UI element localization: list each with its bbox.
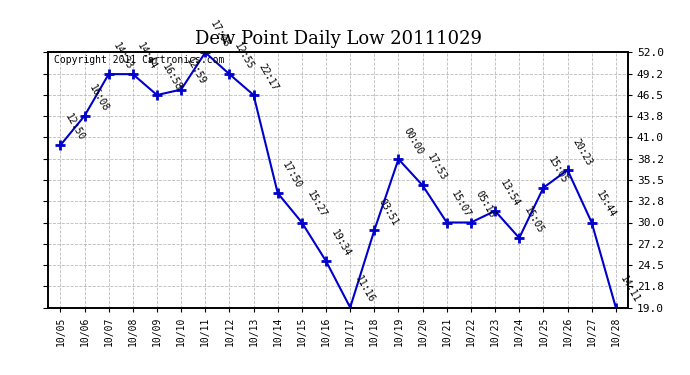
Text: 14:44: 14:44 (136, 41, 159, 71)
Text: 16:58: 16:58 (160, 62, 183, 92)
Text: 12:50: 12:50 (63, 112, 86, 142)
Text: 11:16: 11:16 (353, 274, 376, 305)
Text: 14:33: 14:33 (112, 41, 135, 71)
Text: 15:27: 15:27 (305, 189, 328, 220)
Text: 17:50: 17:50 (281, 160, 304, 190)
Text: 15:07: 15:07 (450, 189, 473, 220)
Text: 05:16: 05:16 (474, 189, 497, 220)
Text: Copyright 2011 Cartronics.com: Copyright 2011 Cartronics.com (54, 55, 224, 65)
Text: 17:08: 17:08 (208, 19, 231, 50)
Text: 19:34: 19:34 (329, 228, 352, 258)
Text: 03:51: 03:51 (377, 197, 400, 228)
Text: 12:55: 12:55 (233, 41, 255, 71)
Text: 22:17: 22:17 (257, 62, 279, 92)
Text: 16:08: 16:08 (88, 82, 110, 113)
Text: 12:59: 12:59 (184, 56, 207, 87)
Text: 13:54: 13:54 (498, 178, 521, 208)
Text: 15:05: 15:05 (546, 154, 569, 185)
Text: 14:11: 14:11 (619, 274, 642, 305)
Text: 00:00: 00:00 (402, 126, 424, 156)
Text: 15:44: 15:44 (595, 189, 618, 220)
Text: 20:23: 20:23 (571, 137, 593, 167)
Text: 15:05: 15:05 (522, 205, 545, 235)
Text: 17:53: 17:53 (426, 152, 449, 183)
Title: Dew Point Daily Low 20111029: Dew Point Daily Low 20111029 (195, 30, 482, 48)
